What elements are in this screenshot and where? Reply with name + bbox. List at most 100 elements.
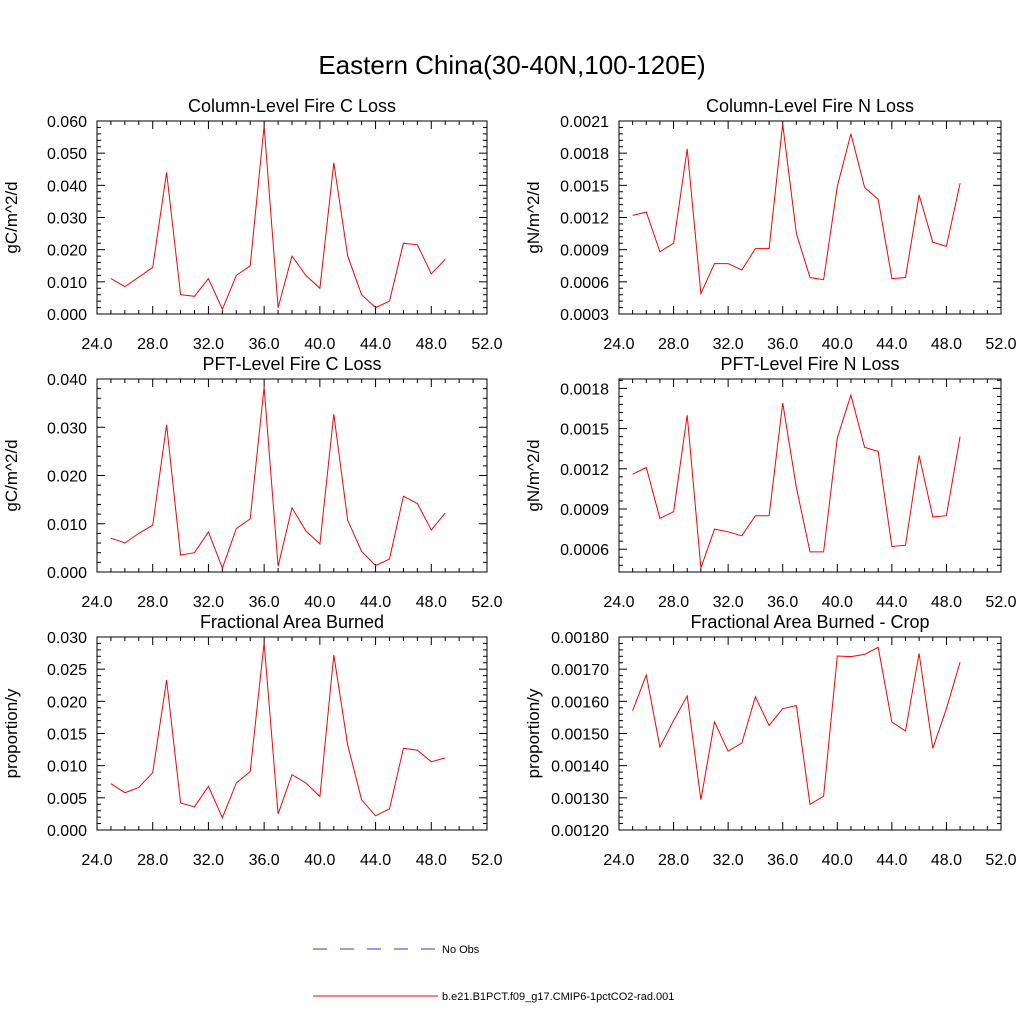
x-tick-label: 24.0 xyxy=(603,852,634,869)
y-axis-label: gC/m^2/d xyxy=(2,181,21,253)
y-tick-label: 0.060 xyxy=(47,114,87,131)
y-tick-label: 0.0018 xyxy=(560,146,609,163)
y-tick-label: 0.025 xyxy=(47,662,87,679)
y-tick-label: 0.00140 xyxy=(551,759,609,776)
chart-panel-6: 24.0 28.0 32.0 36.0 40.0 44.0 48.0 52.0 0.00120 0… xyxy=(524,612,1017,869)
figure-title: Eastern China(30-40N,100-120E) xyxy=(318,50,705,80)
panel-title: Fractional Area Burned - Crop xyxy=(690,612,929,632)
y-tick-label: 0.0009 xyxy=(560,502,609,519)
x-tick-label: 36.0 xyxy=(249,336,280,353)
panels: 24.0 28.0 32.0 36.0 40.0 44.0 48.0 52.0 0.000 0.0… xyxy=(2,96,1017,869)
x-tick-label: 40.0 xyxy=(822,336,853,353)
x-tick-label: 40.0 xyxy=(822,594,853,611)
x-tick-label: 52.0 xyxy=(985,594,1016,611)
y-tick-label: 0.00180 xyxy=(551,630,609,647)
y-tick-label: 0.020 xyxy=(47,243,87,260)
y-axis-label: proportion/y xyxy=(2,688,21,778)
y-tick-label: 0.010 xyxy=(47,759,87,776)
y-tick-label: 0.00170 xyxy=(551,662,609,679)
chart-panel-4: 24.0 28.0 32.0 36.0 40.0 44.0 48.0 52.0 0.0006 0.… xyxy=(524,354,1017,611)
y-tick-label: 0.010 xyxy=(47,517,87,534)
legend-label-model: b.e21.B1PCT.f09_g17.CMIP6-1pctCO2-rad.00… xyxy=(442,991,674,1003)
y-tick-label: 0.040 xyxy=(47,178,87,195)
y-tick-label: 0.005 xyxy=(47,791,87,808)
x-tick-label: 40.0 xyxy=(304,852,335,869)
x-tick-label: 28.0 xyxy=(658,852,689,869)
y-axis-label: gN/m^2/d xyxy=(524,439,543,511)
x-tick-label: 52.0 xyxy=(471,594,502,611)
x-tick-label: 44.0 xyxy=(876,594,907,611)
y-tick-label: 0.0015 xyxy=(560,422,609,439)
x-tick-label: 44.0 xyxy=(360,594,391,611)
y-axis-label: gC/m^2/d xyxy=(2,439,21,511)
x-tick-label: 52.0 xyxy=(471,336,502,353)
x-tick-label: 44.0 xyxy=(360,336,391,353)
x-tick-label: 48.0 xyxy=(416,336,447,353)
y-tick-label: 0.015 xyxy=(47,727,87,744)
y-tick-label: 0.00150 xyxy=(551,727,609,744)
y-tick-label: 0.0015 xyxy=(560,178,609,195)
x-tick-label: 40.0 xyxy=(304,594,335,611)
x-tick-label: 36.0 xyxy=(767,594,798,611)
x-tick-label: 48.0 xyxy=(931,594,962,611)
x-tick-label: 36.0 xyxy=(249,594,280,611)
y-tick-label: 0.030 xyxy=(47,630,87,647)
panel-title: Fractional Area Burned xyxy=(200,612,384,632)
y-tick-label: 0.00160 xyxy=(551,694,609,711)
series-line xyxy=(632,646,961,806)
x-tick-label: 24.0 xyxy=(81,594,112,611)
x-tick-label: 52.0 xyxy=(471,852,502,869)
x-tick-label: 28.0 xyxy=(658,594,689,611)
y-axis-label: proportion/y xyxy=(524,688,543,778)
x-tick-label: 44.0 xyxy=(876,336,907,353)
plot-frame xyxy=(618,120,1002,315)
x-tick-label: 28.0 xyxy=(137,594,168,611)
y-tick-label: 0.0009 xyxy=(560,243,609,260)
x-tick-label: 24.0 xyxy=(603,594,634,611)
plot-frame xyxy=(96,378,488,573)
legend-label-no-obs: No Obs xyxy=(442,944,480,956)
y-tick-label: 0.030 xyxy=(47,211,87,228)
legend: No Obs b.e21.B1PCT.f09_g17.CMIP6-1pctCO2… xyxy=(313,944,674,1003)
x-tick-label: 24.0 xyxy=(81,852,112,869)
chart-panel-5: 24.0 28.0 32.0 36.0 40.0 44.0 48.0 52.0 0.000 0.0… xyxy=(2,612,503,869)
y-tick-label: 0.010 xyxy=(47,275,87,292)
x-tick-label: 36.0 xyxy=(767,852,798,869)
x-tick-label: 32.0 xyxy=(193,594,224,611)
panel-title: PFT-Level Fire N Loss xyxy=(720,354,899,374)
x-tick-label: 32.0 xyxy=(713,336,744,353)
y-axis-label: gN/m^2/d xyxy=(524,181,543,253)
y-tick-label: 0.00130 xyxy=(551,791,609,808)
chart-panel-3: 24.0 28.0 32.0 36.0 40.0 44.0 48.0 52.0 0.000 0.0… xyxy=(2,354,503,611)
y-tick-label: 0.0006 xyxy=(560,542,609,559)
y-tick-label: 0.0003 xyxy=(560,307,609,324)
x-tick-label: 48.0 xyxy=(931,852,962,869)
y-tick-label: 0.020 xyxy=(47,469,87,486)
plot-frame xyxy=(618,378,1002,573)
x-tick-label: 24.0 xyxy=(603,336,634,353)
y-tick-label: 0.000 xyxy=(47,307,87,324)
y-tick-label: 0.0012 xyxy=(560,462,609,479)
y-tick-label: 0.00120 xyxy=(551,823,609,840)
y-tick-label: 0.0021 xyxy=(560,114,609,131)
x-tick-label: 28.0 xyxy=(137,336,168,353)
y-tick-label: 0.050 xyxy=(47,146,87,163)
panel-title: Column-Level Fire C Loss xyxy=(188,96,396,116)
y-tick-label: 0.000 xyxy=(47,823,87,840)
x-tick-label: 28.0 xyxy=(658,336,689,353)
y-tick-label: 0.040 xyxy=(47,372,87,389)
x-tick-label: 32.0 xyxy=(713,594,744,611)
x-tick-label: 52.0 xyxy=(985,852,1016,869)
plot-frame xyxy=(96,636,488,831)
y-tick-label: 0.0012 xyxy=(560,211,609,228)
panel-title: Column-Level Fire N Loss xyxy=(706,96,914,116)
x-tick-label: 32.0 xyxy=(713,852,744,869)
x-tick-label: 48.0 xyxy=(416,852,447,869)
x-tick-label: 24.0 xyxy=(81,336,112,353)
y-tick-label: 0.030 xyxy=(47,420,87,437)
panel-title: PFT-Level Fire C Loss xyxy=(202,354,381,374)
x-tick-label: 48.0 xyxy=(416,594,447,611)
x-tick-label: 36.0 xyxy=(767,336,798,353)
y-tick-label: 0.0006 xyxy=(560,275,609,292)
